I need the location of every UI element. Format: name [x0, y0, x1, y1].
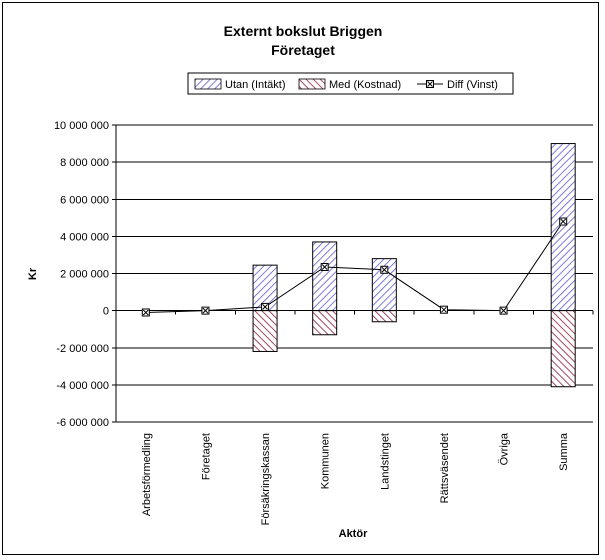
legend-marker-diff	[426, 80, 434, 88]
bar-utan	[312, 241, 338, 312]
marker-diff	[141, 308, 150, 317]
legend-box	[187, 72, 514, 95]
marker-diff	[261, 302, 270, 311]
line-diff	[145, 221, 564, 313]
plot-area: 10 000 000 8 000 000 6 000 000 4 000 000 2 0…	[54, 120, 594, 525]
bar-med	[252, 310, 278, 352]
marker-diff	[559, 217, 568, 226]
x-tick-label: Kommunen	[320, 433, 332, 489]
bar-med	[550, 310, 576, 388]
x-tick-label: Företaget	[200, 433, 212, 480]
legend-label-diff: Diff (Vinst)	[447, 79, 498, 91]
marker-diff	[201, 306, 210, 315]
legend-label-utan: Utan (Intäkt)	[225, 79, 286, 91]
legend-swatch-utan	[194, 78, 222, 90]
y-tick-label: 0	[103, 306, 109, 318]
x-tick-label: Rättsväsendet	[439, 433, 451, 503]
y-tick-label: 6 000 000	[60, 194, 109, 206]
y-tick-label: -6 000 000	[56, 417, 109, 429]
y-tick-label: -2 000 000	[56, 343, 109, 355]
marker-diff	[439, 305, 448, 314]
marker-diff	[499, 306, 508, 315]
chart-subtitle: Företaget	[271, 42, 335, 58]
bar-utan	[550, 143, 576, 312]
legend: Utan (Intäkt) Med (Kostnad) Diff (Vinst)	[187, 72, 514, 95]
marker-diff	[320, 263, 329, 272]
bar-med	[371, 310, 397, 323]
x-tick-label: Landstinget	[379, 433, 391, 490]
y-tick-label: -4 000 000	[56, 380, 109, 392]
y-axis-title: Kr	[27, 267, 39, 280]
x-tick-label: Summa	[558, 432, 570, 471]
y-tick-label: 8 000 000	[60, 157, 109, 169]
chart-title: Externt bokslut Briggen	[224, 23, 383, 39]
chart: Externt bokslut Briggen Företaget Utan (…	[27, 23, 594, 540]
x-tick-label: Arbetsförmedling	[141, 433, 153, 516]
x-axis-title: Aktör	[339, 528, 368, 540]
marker-diff	[380, 265, 389, 274]
x-tick-label: Försäkringskassan	[260, 433, 272, 525]
bar-med	[312, 310, 338, 336]
legend-label-med: Med (Kostnad)	[329, 79, 401, 91]
x-tick-label: Övriga	[499, 432, 511, 465]
y-tick-label: 4 000 000	[60, 231, 109, 243]
legend-swatch-med	[298, 78, 326, 90]
y-tick-label: 2 000 000	[60, 269, 109, 281]
y-tick-label: 10 000 000	[54, 120, 109, 132]
chart-frame: Externt bokslut Briggen Företaget Utan (…	[2, 2, 599, 555]
